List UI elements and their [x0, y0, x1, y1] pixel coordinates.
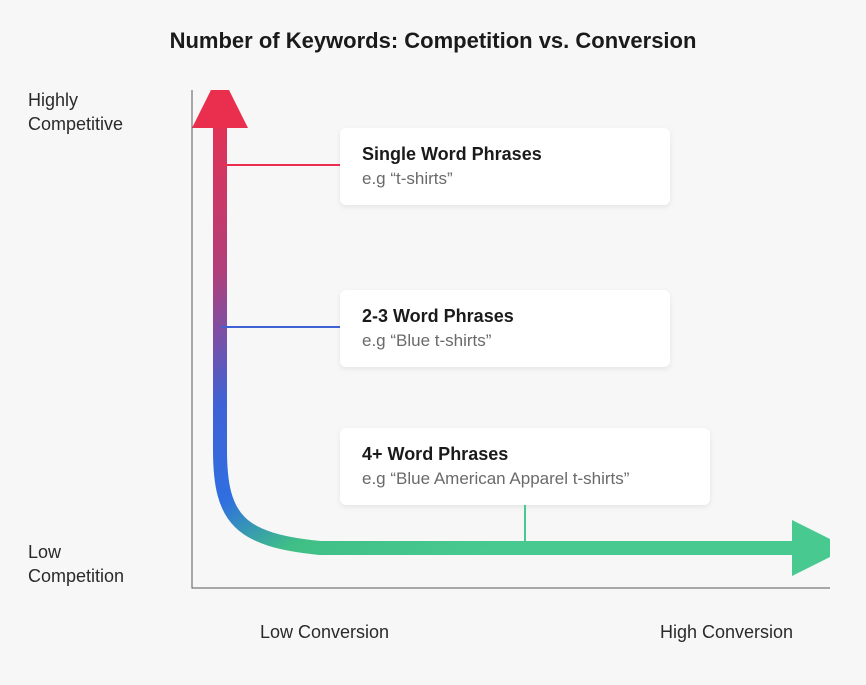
callout-four-plus-word: 4+ Word Phrases e.g “Blue American Appar… [340, 428, 710, 505]
callout-two-three-word: 2-3 Word Phrases e.g “Blue t-shirts” [340, 290, 670, 367]
callout-single-word: Single Word Phrases e.g “t-shirts” [340, 128, 670, 205]
callout-heading: Single Word Phrases [362, 144, 648, 165]
callout-example: e.g “Blue American Apparel t-shirts” [362, 469, 688, 489]
x-axis-left-label: Low Conversion [260, 620, 389, 644]
callout-example: e.g “t-shirts” [362, 169, 648, 189]
chart-title: Number of Keywords: Competition vs. Conv… [0, 28, 866, 54]
x-axis-right-label: High Conversion [660, 620, 793, 644]
leader-line [524, 505, 526, 548]
leader-line [221, 326, 340, 328]
keyword-competition-chart: Number of Keywords: Competition vs. Conv… [0, 0, 866, 685]
y-axis-top-label: HighlyCompetitive [28, 88, 123, 137]
callout-heading: 4+ Word Phrases [362, 444, 688, 465]
callout-heading: 2-3 Word Phrases [362, 306, 648, 327]
y-axis-bottom-label: LowCompetition [28, 540, 124, 589]
leader-line [221, 164, 340, 166]
callout-example: e.g “Blue t-shirts” [362, 331, 648, 351]
